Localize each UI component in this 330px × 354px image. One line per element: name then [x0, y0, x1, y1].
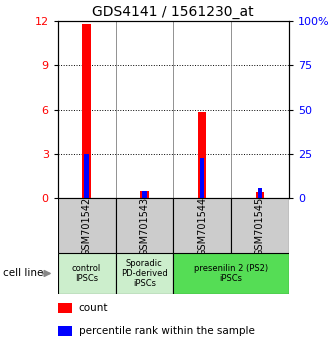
Text: GSM701542: GSM701542	[82, 197, 92, 256]
Text: count: count	[79, 303, 108, 313]
Bar	[140, 191, 149, 198]
Text: presenilin 2 (PS2)
iPSCs: presenilin 2 (PS2) iPSCs	[194, 264, 268, 283]
Text: percentile rank within the sample: percentile rank within the sample	[79, 326, 254, 336]
Text: GSM701543: GSM701543	[139, 197, 149, 256]
Bar	[82, 24, 91, 198]
Bar	[198, 112, 207, 198]
Bar	[200, 159, 205, 198]
Bar	[255, 192, 264, 198]
Text: GSM701544: GSM701544	[197, 197, 207, 256]
Bar	[58, 253, 115, 294]
Bar	[115, 198, 173, 253]
Bar	[58, 198, 115, 253]
Bar	[231, 198, 289, 253]
Text: cell line: cell line	[3, 268, 44, 279]
Bar	[173, 198, 231, 253]
Text: control
IPSCs: control IPSCs	[72, 264, 101, 283]
Bar	[115, 253, 173, 294]
Bar	[58, 326, 72, 336]
Bar	[173, 253, 289, 294]
Text: GSM701545: GSM701545	[255, 197, 265, 256]
Bar	[58, 303, 72, 313]
Bar	[257, 188, 262, 198]
Bar	[142, 191, 147, 198]
Title: GDS4141 / 1561230_at: GDS4141 / 1561230_at	[92, 5, 254, 19]
Text: Sporadic
PD-derived
iPSCs: Sporadic PD-derived iPSCs	[121, 258, 168, 289]
Bar	[84, 154, 89, 198]
